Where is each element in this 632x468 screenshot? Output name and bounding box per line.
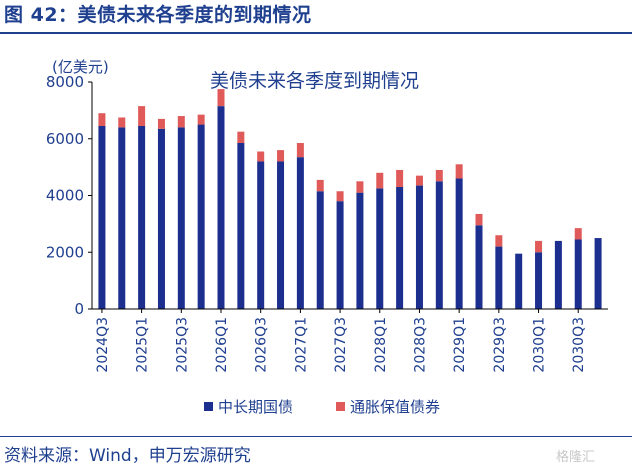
figure-title: 图 42：美债未来各季度的到期情况 [4, 4, 312, 26]
x-tick-label: 2025Q3 [174, 317, 190, 373]
bar-segment-tips [138, 106, 146, 126]
bar-segment-tips [277, 150, 285, 162]
x-tick-label: 2029Q3 [492, 317, 508, 373]
y-tick-label: 2000 [46, 243, 84, 261]
bar-segment-long-term-notes [515, 253, 523, 309]
bar-segment-long-term-notes [396, 186, 404, 309]
y-axis: 0 2000 4000 6000 8000 [46, 73, 93, 318]
y-tick-label: 6000 [46, 130, 84, 148]
bar-segment-tips [296, 143, 304, 158]
x-tick-label: 2028Q3 [412, 317, 428, 373]
bar-segment-long-term-notes [356, 192, 364, 309]
bar-segment-long-term-notes [554, 240, 562, 309]
x-tick-label: 2024Q3 [95, 317, 111, 373]
stacked-bar-chart: (亿美元) 美债未来各季度到期情况 0 2000 4000 6000 8000 2024… [46, 58, 608, 416]
bar-segment-long-term-notes [138, 125, 146, 309]
bar-segment-tips [574, 228, 582, 240]
bar-segment-tips [435, 169, 443, 182]
x-tick-label: 2026Q1 [214, 317, 230, 373]
y-axis-unit-label: (亿美元) [52, 58, 109, 76]
legend-label: 中长期国债 [218, 398, 293, 416]
bar-segment-tips [197, 114, 205, 125]
bar-segment-tips [257, 151, 265, 162]
x-tick-label: 2027Q3 [333, 317, 349, 373]
x-tick-label: 2027Q1 [293, 317, 309, 373]
bar-segment-long-term-notes [197, 124, 205, 309]
y-tick-label: 4000 [46, 187, 84, 205]
title-divider [0, 32, 632, 34]
bar-segment-long-term-notes [257, 161, 265, 309]
bar-segment-tips [98, 113, 106, 126]
bar-segment-tips [495, 235, 503, 247]
legend-swatch [204, 402, 213, 411]
bar-segment-long-term-notes [594, 238, 602, 309]
chart-title: 美债未来各季度到期情况 [210, 70, 419, 92]
bar-segment-long-term-notes [455, 178, 463, 309]
bar-segment-long-term-notes [376, 188, 384, 309]
bar-segment-long-term-notes [574, 239, 582, 309]
x-tick-label: 2030Q1 [532, 317, 548, 373]
legend: 中长期国债 通胀保值债券 [204, 398, 440, 416]
bars-group [98, 89, 602, 310]
y-tick-label: 0 [74, 300, 84, 318]
bar-segment-tips [316, 179, 324, 192]
bar-segment-long-term-notes [118, 127, 126, 310]
bar-segment-long-term-notes [98, 125, 106, 309]
bar-segment-long-term-notes [535, 252, 543, 309]
bar-segment-tips [217, 89, 225, 107]
bar-segment-long-term-notes [475, 225, 483, 309]
bar-segment-long-term-notes [277, 161, 285, 309]
bar-segment-long-term-notes [237, 143, 245, 309]
bar-segment-long-term-notes [435, 181, 443, 309]
y-tick-label: 8000 [46, 73, 84, 91]
legend-label: 通胀保值债券 [350, 398, 440, 416]
bar-segment-long-term-notes [217, 106, 225, 310]
bar-segment-tips [336, 191, 344, 202]
legend-swatch [336, 402, 345, 411]
bar-segment-tips [376, 172, 384, 189]
bar-segment-long-term-notes [316, 191, 324, 309]
bar-segment-tips [157, 118, 165, 129]
bar-segment-tips [118, 117, 126, 128]
x-tick-label: 2029Q1 [452, 317, 468, 373]
footer-divider [0, 436, 632, 437]
bar-segment-long-term-notes [495, 246, 503, 309]
bar-segment-tips [475, 213, 483, 226]
bar-segment-long-term-notes [157, 128, 165, 309]
watermark: 格隆汇 [556, 450, 596, 465]
x-tick-label: 2026Q3 [254, 317, 270, 373]
bar-segment-long-term-notes [415, 185, 423, 309]
source-note: 资料来源：Wind，申万宏源研究 [4, 446, 251, 466]
bar-segment-tips [177, 116, 185, 128]
x-axis: 2024Q3 2025Q1 2025Q3 2026Q1 2026Q3 2027Q1 2027… [92, 308, 608, 373]
bar-segment-tips [535, 240, 543, 253]
bar-segment-tips [455, 164, 463, 179]
bar-segment-tips [415, 175, 423, 186]
x-tick-label: 2028Q1 [373, 317, 389, 373]
x-tick-label: 2030Q3 [571, 317, 587, 373]
bar-segment-long-term-notes [336, 201, 344, 309]
bar-segment-tips [356, 181, 364, 193]
bar-segment-long-term-notes [296, 157, 304, 309]
bar-segment-tips [396, 169, 404, 187]
bar-segment-long-term-notes [177, 127, 185, 310]
x-tick-label: 2025Q1 [135, 317, 151, 373]
bar-segment-tips [237, 131, 245, 144]
